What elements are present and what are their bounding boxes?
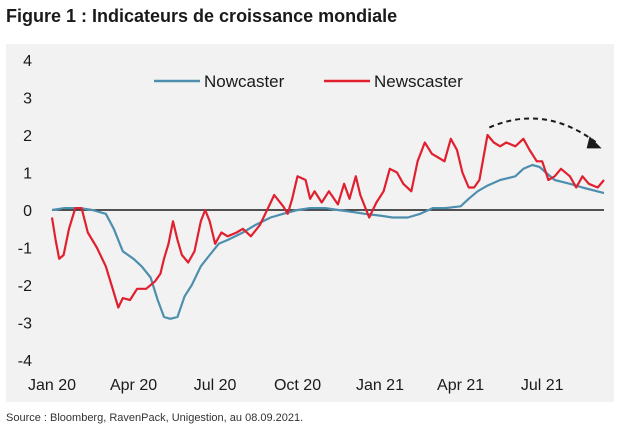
plot-panel: 4 3 2 1 0 -1 -2 -3 -4 Jan 20 Apr 20 Jul 20 Oct 20 Ja… — [6, 44, 614, 402]
series-layer — [50, 133, 605, 320]
y-tick-label: 0 — [23, 203, 32, 220]
y-tick-label: 4 — [23, 53, 32, 70]
y-axis: 4 3 2 1 0 -1 -2 -3 -4 — [18, 53, 32, 370]
y-tick-label: 3 — [23, 91, 32, 108]
trend-arrow — [488, 117, 602, 149]
series-line-newscaster — [50, 133, 605, 309]
y-tick-label: -4 — [18, 353, 32, 370]
x-axis: Jan 20 Apr 20 Jul 20 Oct 20 Jan 21 Apr 21 Jul … — [28, 377, 564, 394]
y-tick-label: 2 — [23, 128, 32, 145]
source-note: Source : Bloomberg, RavenPack, Unigestio… — [6, 412, 304, 424]
series-line-nowcaster — [51, 163, 605, 320]
x-tick-label: Apr 20 — [110, 377, 157, 394]
y-tick-label: -3 — [18, 316, 32, 333]
arrow-curve — [488, 117, 600, 146]
x-tick-label: Jan 21 — [356, 377, 404, 394]
figure-title: Figure 1 : Indicateurs de croissance mon… — [6, 6, 398, 26]
arrow-head-icon — [586, 136, 602, 149]
x-tick-label: Oct 20 — [274, 377, 321, 394]
y-tick-label: 1 — [23, 166, 32, 183]
y-tick-label: -2 — [18, 278, 32, 295]
x-tick-label: Jul 21 — [521, 377, 564, 394]
legend-label-newscaster: Newscaster — [374, 72, 463, 91]
x-tick-label: Jul 20 — [194, 377, 237, 394]
legend: Nowcaster Newscaster — [154, 72, 463, 91]
legend-label-nowcaster: Nowcaster — [204, 72, 285, 91]
x-tick-label: Apr 21 — [437, 377, 484, 394]
x-tick-label: Jan 20 — [28, 377, 76, 394]
y-tick-label: -1 — [18, 241, 32, 258]
